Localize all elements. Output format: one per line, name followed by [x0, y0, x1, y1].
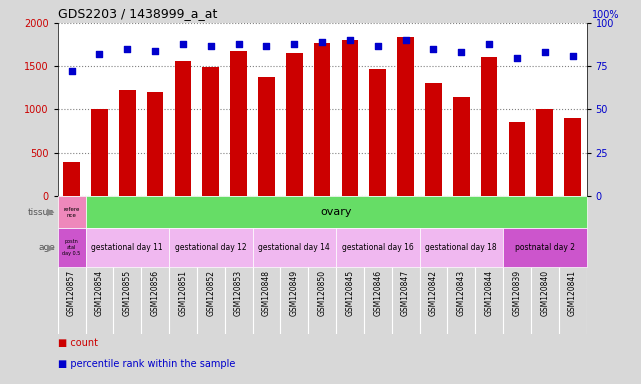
Text: GSM120847: GSM120847: [401, 270, 410, 316]
Point: [512, 55, 522, 61]
Bar: [313, 43, 331, 196]
Text: GSM120842: GSM120842: [429, 270, 438, 316]
Text: ovary: ovary: [320, 207, 352, 217]
Text: GSM120852: GSM120852: [206, 270, 215, 316]
Point: [122, 46, 133, 52]
Text: GDS2203 / 1438999_a_at: GDS2203 / 1438999_a_at: [58, 7, 217, 20]
Point: [233, 41, 244, 47]
Text: GSM120853: GSM120853: [234, 270, 243, 316]
Point: [67, 68, 77, 74]
Bar: [174, 61, 191, 196]
Text: GSM120844: GSM120844: [485, 270, 494, 316]
Bar: [63, 162, 80, 196]
Bar: [258, 77, 275, 196]
Point: [345, 37, 355, 43]
Bar: [119, 91, 136, 196]
Bar: [147, 92, 163, 196]
Point: [540, 50, 550, 56]
Point: [206, 43, 216, 49]
Text: 100%: 100%: [592, 10, 619, 20]
Bar: [169, 228, 253, 267]
Bar: [342, 40, 358, 196]
Text: GSM120839: GSM120839: [512, 270, 521, 316]
Text: GSM120850: GSM120850: [317, 270, 327, 316]
Text: GSM120854: GSM120854: [95, 270, 104, 316]
Bar: [453, 98, 470, 196]
Bar: [230, 51, 247, 196]
Bar: [253, 228, 336, 267]
Text: postnatal day 2: postnatal day 2: [515, 243, 575, 252]
Point: [178, 41, 188, 47]
Point: [317, 39, 327, 45]
Bar: [537, 109, 553, 196]
Bar: [91, 109, 108, 196]
Text: postn
atal
day 0.5: postn atal day 0.5: [62, 239, 81, 256]
Text: GSM120840: GSM120840: [540, 270, 549, 316]
Text: GSM120856: GSM120856: [151, 270, 160, 316]
Text: age: age: [38, 243, 55, 252]
Bar: [508, 122, 525, 196]
Point: [289, 41, 299, 47]
Point: [372, 43, 383, 49]
Bar: [564, 118, 581, 196]
Text: GSM120845: GSM120845: [345, 270, 354, 316]
Point: [262, 43, 272, 49]
Text: GSM120843: GSM120843: [457, 270, 466, 316]
Text: GSM120851: GSM120851: [178, 270, 187, 316]
Bar: [397, 37, 414, 196]
Text: ■ count: ■ count: [58, 338, 97, 348]
Text: ▶: ▶: [47, 207, 54, 217]
Bar: [58, 228, 85, 267]
Text: GSM120857: GSM120857: [67, 270, 76, 316]
Bar: [286, 53, 303, 196]
Bar: [369, 69, 386, 196]
Bar: [336, 228, 419, 267]
Text: GSM120846: GSM120846: [373, 270, 382, 316]
Bar: [503, 228, 587, 267]
Text: gestational day 11: gestational day 11: [92, 243, 163, 252]
Point: [567, 53, 578, 59]
Bar: [481, 57, 497, 196]
Text: GSM120841: GSM120841: [568, 270, 577, 316]
Bar: [425, 83, 442, 196]
Bar: [419, 228, 503, 267]
Text: gestational day 18: gestational day 18: [426, 243, 497, 252]
Text: ■ percentile rank within the sample: ■ percentile rank within the sample: [58, 359, 235, 369]
Text: GSM120849: GSM120849: [290, 270, 299, 316]
Text: tissue: tissue: [28, 208, 55, 217]
Point: [484, 41, 494, 47]
Point: [401, 37, 411, 43]
Point: [456, 50, 467, 56]
Text: GSM120848: GSM120848: [262, 270, 271, 316]
Point: [94, 51, 104, 57]
Bar: [203, 67, 219, 196]
Text: gestational day 14: gestational day 14: [258, 243, 330, 252]
Text: GSM120855: GSM120855: [123, 270, 132, 316]
Text: ▶: ▶: [47, 243, 54, 253]
Text: gestational day 12: gestational day 12: [175, 243, 247, 252]
Point: [150, 48, 160, 54]
Point: [428, 46, 438, 52]
Bar: [85, 228, 169, 267]
Text: refere
nce: refere nce: [63, 207, 79, 218]
Text: gestational day 16: gestational day 16: [342, 243, 413, 252]
Bar: [58, 196, 85, 228]
